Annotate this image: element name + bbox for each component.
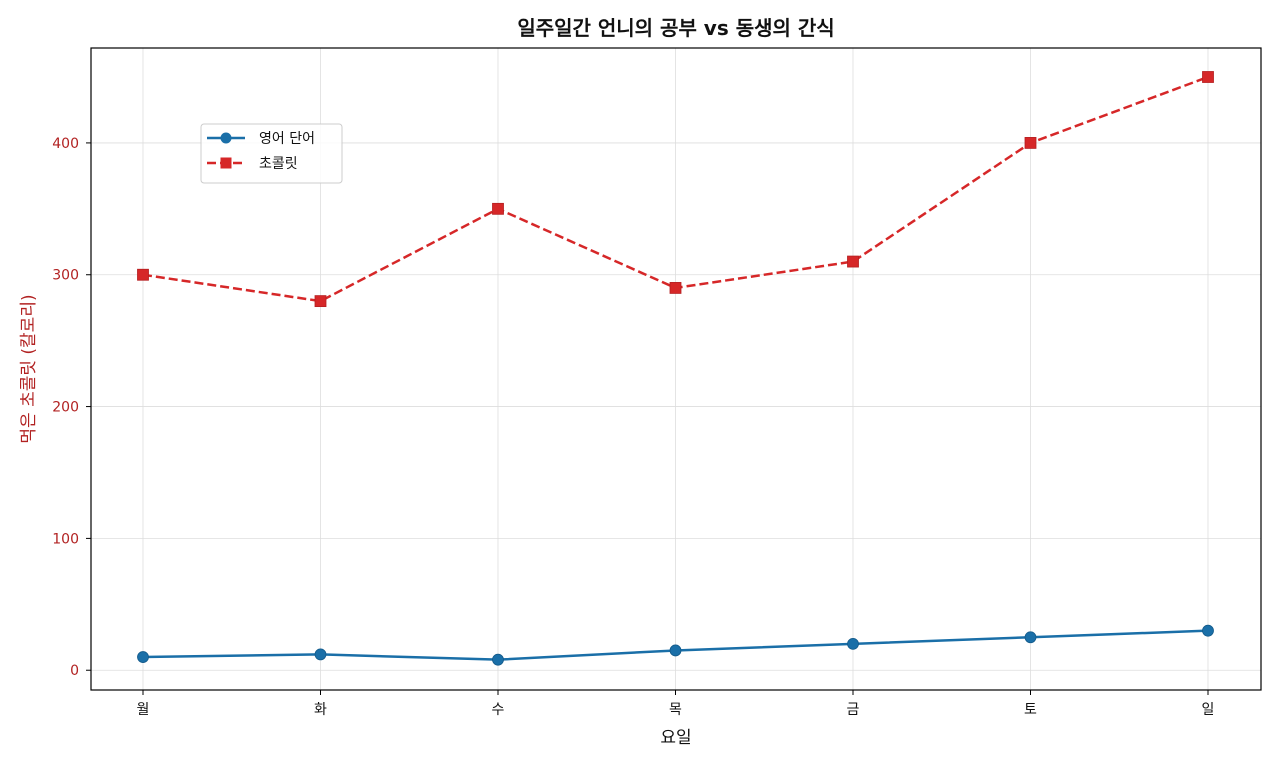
data-point — [1202, 624, 1214, 637]
data-point — [314, 648, 327, 661]
legend-item: 영어 단어 — [207, 131, 315, 147]
data-point — [137, 651, 149, 663]
x-tick-label: 토 — [1024, 702, 1037, 718]
data-point — [492, 653, 504, 666]
x-axis-label: 요일 — [660, 728, 691, 748]
y-axis-label: 먹은 초콜릿 (칼로리) — [19, 294, 39, 443]
chart-title: 일주일간 언니의 공부 vs 동생의 간식 — [517, 16, 834, 40]
data-point — [669, 644, 682, 657]
y-tick-label: 300 — [52, 268, 79, 284]
x-tick-label: 금 — [847, 702, 860, 718]
y-tick-label: 100 — [52, 531, 79, 547]
data-point — [847, 637, 859, 650]
data-point — [492, 202, 504, 215]
data-point — [1024, 137, 1037, 149]
legend-marker — [220, 157, 232, 169]
y-axis: 0 100 200 300 400 — [52, 136, 91, 679]
y-tick-label: 200 — [52, 400, 79, 416]
series-2 — [137, 71, 1214, 308]
data-point — [1024, 631, 1037, 644]
data-point — [669, 282, 682, 294]
grid-lines — [91, 48, 1261, 690]
legend-label: 영어 단어 — [259, 131, 315, 147]
data-point — [314, 295, 327, 308]
data-point — [137, 268, 149, 281]
legend-marker — [220, 132, 232, 144]
data-point — [1202, 71, 1214, 83]
y-tick-label: 0 — [70, 663, 79, 679]
x-tick-label: 목 — [669, 702, 682, 718]
x-tick-label: 화 — [314, 702, 327, 718]
y-tick-label: 400 — [52, 136, 79, 152]
x-tick-label: 일 — [1202, 702, 1215, 718]
series-1 — [137, 624, 1214, 666]
legend-label: 초콜릿 — [259, 156, 298, 172]
x-tick-label: 월 — [137, 702, 150, 718]
legend-item: 초콜릿 — [207, 156, 298, 172]
data-point — [847, 255, 859, 268]
x-tick-label: 수 — [492, 702, 505, 718]
series-group — [137, 71, 1214, 666]
